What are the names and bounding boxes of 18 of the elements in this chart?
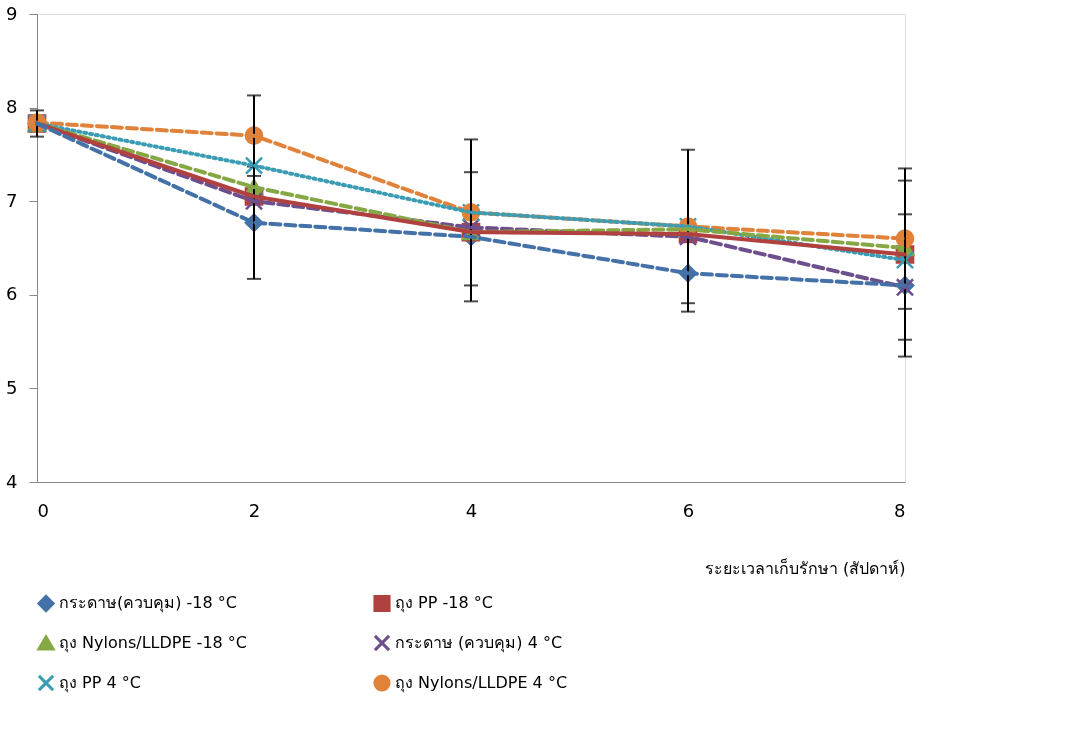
legend-label: ถุง Nylons/LLDPE 4 °C	[395, 673, 568, 693]
x-tick-label: 4	[465, 499, 478, 521]
y-tick-label: 4	[6, 470, 18, 492]
x-tick-label: 0	[37, 499, 49, 521]
y-tick-label: 7	[6, 189, 18, 211]
y-tick-label: 5	[6, 376, 18, 398]
x-tick-label: 6	[682, 499, 695, 521]
x-tick-label: 8	[894, 499, 906, 521]
legend-label: กระดาษ(ควบคุม) -18 °C	[59, 593, 237, 614]
x-tick-label: 2	[248, 499, 261, 521]
y-tick-label: 6	[6, 283, 18, 305]
legend-label: ถุง PP 4 °C	[59, 673, 141, 693]
y-tick-label: 9	[6, 2, 18, 24]
legend-label: ถุง Nylons/LLDPE -18 °C	[59, 633, 248, 653]
x-axis-title: ระยะเวลาเก็บรักษา (สัปดาห์)	[704, 557, 906, 578]
legend-label: ถุง PP -18 °C	[395, 593, 493, 614]
legend-label: กระดาษ (ควบคุม) 4 °C	[395, 633, 563, 653]
y-tick-label: 8	[6, 96, 18, 118]
